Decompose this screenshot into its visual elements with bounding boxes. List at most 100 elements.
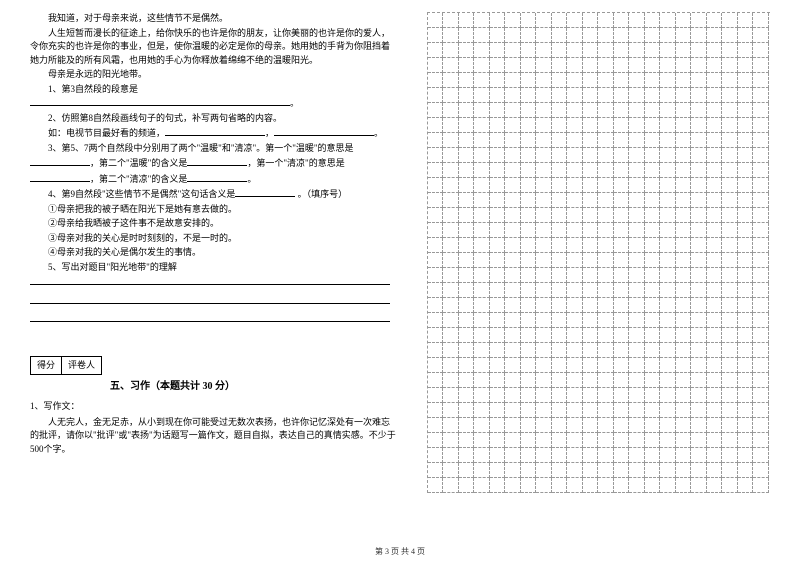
grid-cell: [490, 133, 506, 148]
grid-cell: [552, 313, 568, 328]
grid-cell: [443, 478, 459, 493]
grid-cell: [459, 478, 475, 493]
grid-cell: [443, 163, 459, 178]
grid-cell: [691, 163, 707, 178]
grid-cell: [474, 358, 490, 373]
grid-cell: [521, 58, 537, 73]
grid-cell: [722, 238, 738, 253]
grid-cell: [443, 418, 459, 433]
grid-cell: [583, 358, 599, 373]
grid-cell: [505, 283, 521, 298]
grid-cell: [567, 73, 583, 88]
grid-cell: [614, 298, 630, 313]
grid-cell: [490, 388, 506, 403]
grid-cell: [691, 73, 707, 88]
grid-cell: [521, 208, 537, 223]
grid-cell: [645, 178, 661, 193]
grid-cell: [428, 73, 444, 88]
grid-cell: [505, 478, 521, 493]
grid-cell: [738, 328, 754, 343]
grid-cell: [660, 358, 676, 373]
grid-cell: [552, 133, 568, 148]
grid-cell: [753, 373, 769, 388]
grid-cell: [629, 283, 645, 298]
grid-cell: [443, 283, 459, 298]
grid-cell: [629, 403, 645, 418]
grid-row: [428, 283, 770, 298]
grid-cell: [738, 178, 754, 193]
grid-cell: [459, 328, 475, 343]
grid-cell: [738, 433, 754, 448]
grid-cell: [707, 298, 723, 313]
grid-cell: [645, 133, 661, 148]
grid-cell: [567, 223, 583, 238]
grid-cell: [459, 43, 475, 58]
grid-cell: [505, 403, 521, 418]
grid-cell: [490, 313, 506, 328]
grid-cell: [583, 403, 599, 418]
grid-cell: [443, 103, 459, 118]
grid-cell: [459, 103, 475, 118]
grid-cell: [645, 163, 661, 178]
grid-cell: [753, 193, 769, 208]
grid-cell: [691, 358, 707, 373]
grid-cell: [691, 313, 707, 328]
grid-cell: [753, 313, 769, 328]
grid-cell: [474, 253, 490, 268]
grid-cell: [676, 73, 692, 88]
grid-cell: [567, 448, 583, 463]
grid-cell: [567, 253, 583, 268]
grid-cell: [567, 463, 583, 478]
grid-cell: [567, 313, 583, 328]
grid-cell: [676, 253, 692, 268]
grid-cell: [645, 433, 661, 448]
grid-cell: [676, 463, 692, 478]
grid-cell: [552, 178, 568, 193]
grid-cell: [552, 238, 568, 253]
grid-cell: [598, 58, 614, 73]
grid-cell: [614, 418, 630, 433]
grid-cell: [660, 313, 676, 328]
grid-cell: [443, 403, 459, 418]
grid-row: [428, 268, 770, 283]
grid-cell: [629, 103, 645, 118]
grid-cell: [691, 223, 707, 238]
grid-cell: [536, 343, 552, 358]
q4-opt1: ①母亲把我的被子晒在阳光下是她有意去做的。: [30, 203, 397, 217]
grid-cell: [567, 433, 583, 448]
q2: 2、仿照第8自然段画线句子的句式，补写两句省略的内容。: [30, 112, 397, 126]
grid-cell: [459, 388, 475, 403]
grid-cell: [676, 238, 692, 253]
grid-cell: [536, 28, 552, 43]
grid-cell: [660, 223, 676, 238]
grid-cell: [707, 193, 723, 208]
grid-cell: [707, 133, 723, 148]
grid-row: [428, 478, 770, 493]
grid-cell: [459, 283, 475, 298]
grid-cell: [598, 118, 614, 133]
grid-cell: [490, 73, 506, 88]
grid-cell: [645, 13, 661, 28]
grid-cell: [536, 133, 552, 148]
grid-cell: [459, 193, 475, 208]
q3d-text: ，第二个"清凉"的含义是: [90, 174, 187, 184]
grid-cell: [474, 478, 490, 493]
grid-cell: [459, 268, 475, 283]
grid-cell: [505, 313, 521, 328]
grid-cell: [536, 298, 552, 313]
grid-cell: [629, 118, 645, 133]
grid-cell: [722, 328, 738, 343]
grid-cell: [490, 43, 506, 58]
grid-cell: [691, 463, 707, 478]
grid-cell: [521, 133, 537, 148]
grid-cell: [474, 148, 490, 163]
grid-cell: [459, 253, 475, 268]
grid-cell: [645, 223, 661, 238]
grid-cell: [505, 433, 521, 448]
grid-cell: [598, 463, 614, 478]
grid-cell: [645, 418, 661, 433]
grid-cell: [598, 163, 614, 178]
grid-cell: [583, 373, 599, 388]
grid-cell: [676, 148, 692, 163]
grid-cell: [660, 433, 676, 448]
